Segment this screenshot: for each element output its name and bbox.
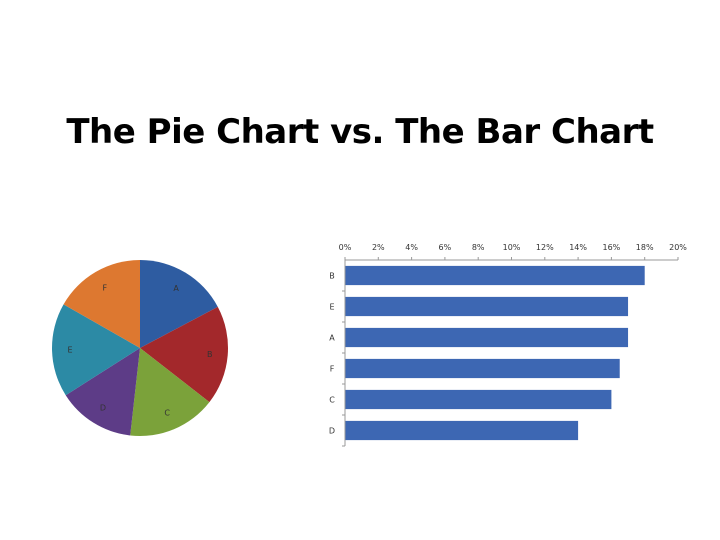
category-label-b: B	[329, 272, 335, 281]
category-label-e: E	[329, 303, 334, 312]
x-tick-label: 0%	[339, 243, 352, 252]
x-tick-label: 20%	[669, 243, 687, 252]
bar-chart: 0% 2% 4% 6% 8% 10% 12% 14% 16% 18% 20% B E A F C D	[329, 243, 687, 447]
pie-slice-c	[130, 348, 210, 436]
bar-f	[345, 358, 620, 379]
bar-b	[345, 265, 645, 286]
x-tick-label: 12%	[536, 243, 554, 252]
category-label-a: A	[329, 334, 335, 343]
category-label-f: F	[330, 365, 335, 374]
category-label-d: D	[329, 427, 335, 436]
pie-slice-d	[65, 348, 140, 436]
pie-label-c: C	[164, 409, 170, 418]
pie-label-d: D	[100, 403, 106, 412]
pie-label-f: F	[103, 283, 108, 292]
bar-e	[345, 296, 629, 317]
pie-slice-f	[63, 260, 141, 348]
pie-slice-e	[51, 304, 140, 396]
pie-chart: A B C D E F	[51, 260, 228, 436]
slide-title: The Pie Chart vs. The Bar Chart	[66, 112, 654, 152]
bar-a	[345, 327, 629, 348]
bar-c	[345, 389, 612, 410]
bar-d	[345, 420, 579, 441]
category-label-c: C	[329, 396, 335, 405]
x-tick-label: 4%	[405, 243, 418, 252]
x-tick-label: 2%	[372, 243, 385, 252]
x-tick-label: 8%	[472, 243, 485, 252]
pie-label-b: B	[207, 350, 213, 359]
x-tick-label: 16%	[603, 243, 621, 252]
x-tick-label: 18%	[636, 243, 654, 252]
pie-slice-a	[140, 260, 218, 348]
pie-label-a: A	[173, 284, 179, 293]
x-tick-label: 10%	[503, 243, 521, 252]
pie-slice-b	[140, 306, 228, 403]
x-tick-label: 6%	[439, 243, 452, 252]
x-tick-label: 14%	[569, 243, 587, 252]
pie-label-e: E	[67, 346, 72, 355]
